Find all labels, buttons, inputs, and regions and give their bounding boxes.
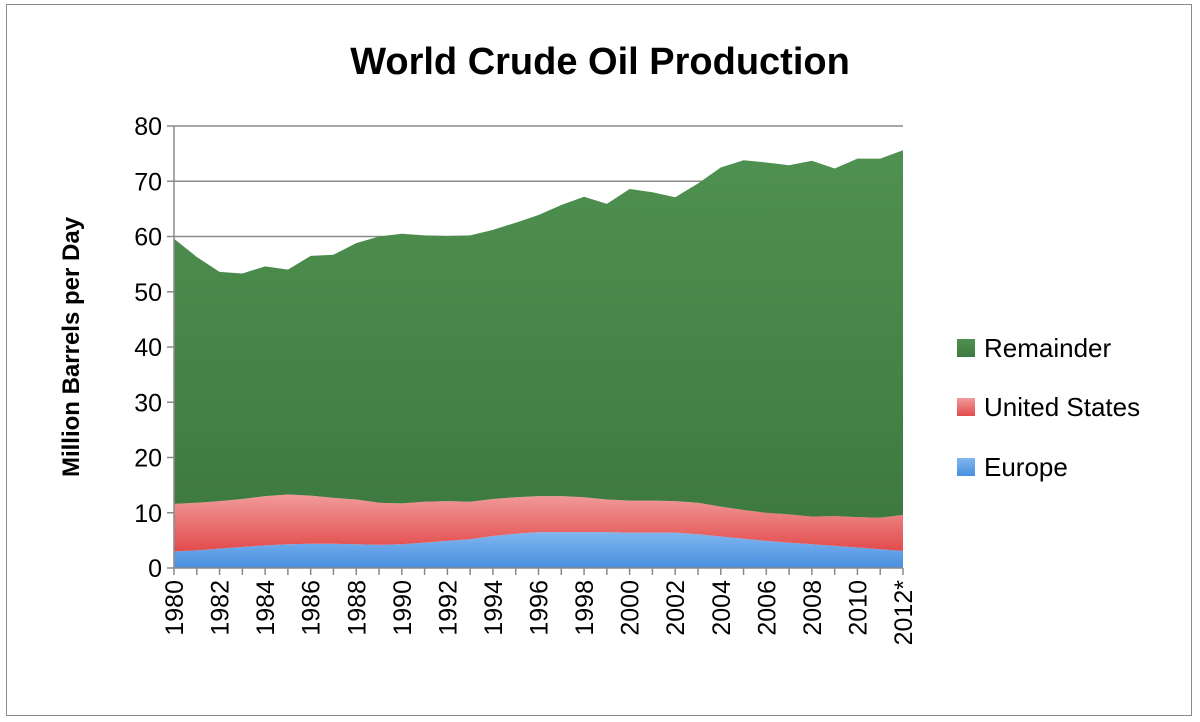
legend: Remainder United States Europe (957, 333, 1140, 482)
x-tick-label: 2002 (662, 580, 690, 636)
x-tick-label: 2012* (890, 580, 918, 646)
x-tick-label: 1984 (252, 580, 280, 636)
y-axis-label: Million Barrels per Day (58, 216, 85, 477)
y-tick-label: 70 (134, 168, 162, 196)
chart-title: World Crude Oil Production (350, 41, 850, 83)
y-tick-label: 50 (134, 279, 162, 307)
area-remainder (174, 150, 903, 518)
y-tick-label: 20 (134, 445, 162, 473)
area-united-states (174, 494, 903, 552)
x-tick-label: 2000 (617, 580, 645, 636)
y-tick-label: 0 (148, 555, 162, 583)
x-tick-label: 1986 (298, 580, 326, 636)
x-tick-label: 2004 (708, 580, 736, 636)
x-tick-label: 1990 (389, 580, 417, 636)
x-tick-label: 2006 (753, 580, 781, 636)
x-tick-labels: 1980 1982 1984 1986 1988 1990 1992 1994 1996 1998… (161, 580, 918, 646)
y-tick-label: 80 (134, 113, 162, 141)
x-tick-label: 1980 (161, 580, 189, 636)
x-tick-label: 1994 (480, 580, 508, 636)
legend-swatch-united-states (957, 398, 975, 416)
plot-areas (174, 150, 903, 568)
axes (167, 125, 904, 575)
y-tick-label: 30 (134, 389, 162, 417)
legend-swatch-remainder (957, 339, 975, 357)
x-tick-label: 1988 (343, 580, 371, 636)
legend-label-united-states: United States (984, 392, 1140, 422)
legend-label-europe: Europe (984, 452, 1068, 482)
y-tick-label: 40 (134, 334, 162, 362)
x-tick-label: 2008 (799, 580, 827, 636)
x-tick-label: 1996 (526, 580, 554, 636)
x-tick-label: 1998 (571, 580, 599, 636)
x-tick-label: 1992 (434, 580, 462, 636)
y-tick-label: 10 (134, 500, 162, 528)
x-tick-label: 2010 (844, 580, 872, 636)
area-europe (174, 532, 903, 568)
y-tick-label: 60 (134, 224, 162, 252)
x-tick-label: 1982 (207, 580, 235, 636)
legend-label-remainder: Remainder (984, 333, 1112, 363)
y-tick-labels: 0 10 20 30 40 50 60 70 80 (134, 113, 162, 583)
legend-swatch-europe (957, 458, 975, 476)
